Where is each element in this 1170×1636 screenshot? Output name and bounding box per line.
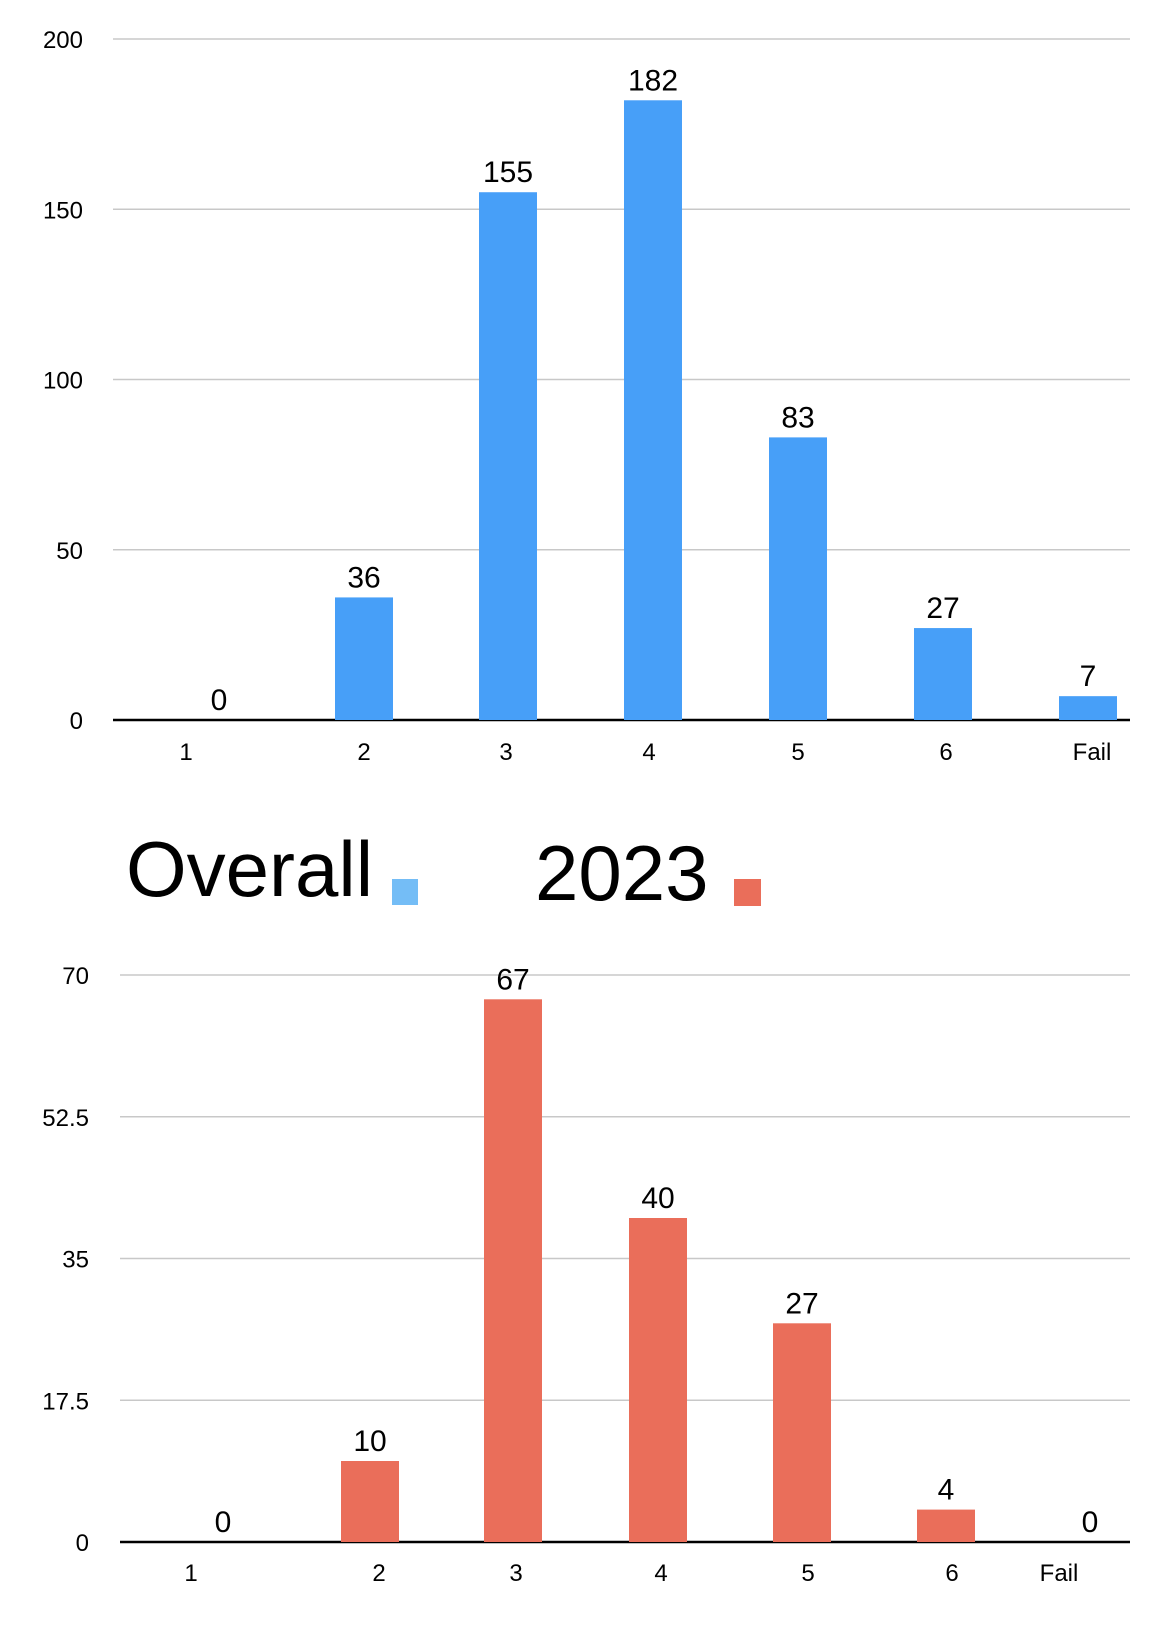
data-label: 27 <box>926 592 959 625</box>
x-tick-label: Fail <box>1073 739 1112 766</box>
x-tick-label: 1 <box>179 739 192 766</box>
y-tick-label: 70 <box>62 963 89 990</box>
legend: Overall 2023 <box>126 825 761 917</box>
data-label: 4 <box>938 1474 955 1507</box>
overall-bar-chart: 0 50 100 150 200 0 36 155 182 83 27 7 1 2 3 4 5 6 Fail <box>43 27 1130 766</box>
bar <box>769 437 827 720</box>
bar <box>917 1509 975 1542</box>
x-tick-label: 6 <box>939 739 952 766</box>
x-tick-label: 5 <box>801 1560 814 1587</box>
bar <box>479 192 537 721</box>
data-label: 83 <box>781 401 814 434</box>
x-tick-label: 2 <box>357 739 370 766</box>
x-tick-label: 3 <box>499 739 512 766</box>
x-tick-label: 2 <box>372 1560 385 1587</box>
legend-label-2023: 2023 <box>535 829 709 917</box>
bar <box>629 1218 687 1542</box>
y-tick-label: 150 <box>43 197 83 224</box>
data-label: 0 <box>215 1506 232 1539</box>
y-tick-label: 200 <box>43 27 83 54</box>
y-tick-label: 35 <box>62 1247 89 1274</box>
y-tick-label: 50 <box>56 538 83 565</box>
data-label: 182 <box>628 64 678 97</box>
data-label: 0 <box>211 684 228 717</box>
data-label: 27 <box>785 1287 818 1320</box>
data-label: 155 <box>483 156 533 189</box>
y-tick-label: 0 <box>76 1530 89 1557</box>
x-tick-label: 1 <box>184 1560 197 1587</box>
x-tick-label: 3 <box>509 1560 522 1587</box>
data-label: 0 <box>1082 1506 1099 1539</box>
y-tick-label: 17.5 <box>42 1388 89 1415</box>
bar <box>773 1323 831 1542</box>
x-tick-label: 4 <box>654 1560 667 1587</box>
y-tick-label: 0 <box>70 708 83 735</box>
y-tick-label: 52.5 <box>42 1105 89 1132</box>
bar <box>1059 696 1117 720</box>
data-label: 36 <box>347 561 380 594</box>
x-tick-label: Fail <box>1040 1560 1079 1587</box>
legend-label-overall: Overall <box>126 825 373 913</box>
bar <box>624 100 682 721</box>
data-label: 67 <box>496 963 529 996</box>
x-tick-label: 4 <box>642 739 655 766</box>
data-label: 10 <box>353 1425 386 1458</box>
data-label: 40 <box>641 1182 674 1215</box>
bar <box>341 1461 399 1542</box>
bar <box>484 999 542 1542</box>
legend-swatch-overall <box>392 879 418 905</box>
bar <box>335 597 393 720</box>
bar <box>914 628 972 720</box>
data-label: 7 <box>1080 660 1097 693</box>
x-tick-label: 6 <box>945 1560 958 1587</box>
legend-swatch-2023 <box>734 879 761 906</box>
y-tick-label: 100 <box>43 368 83 395</box>
x-tick-label: 5 <box>791 739 804 766</box>
